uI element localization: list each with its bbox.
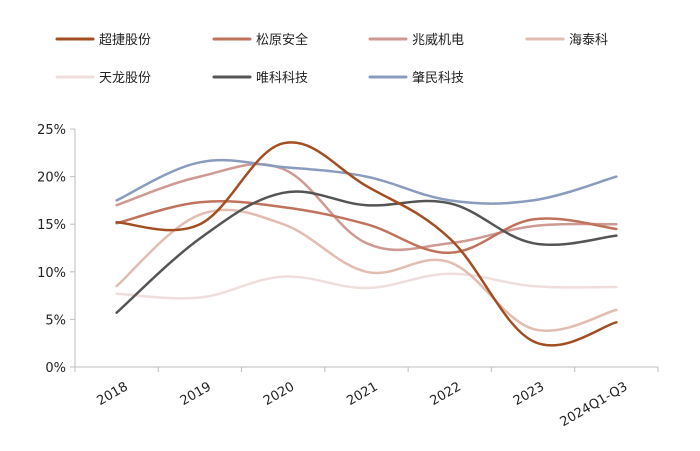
y-tick-label: 10%	[37, 266, 66, 281]
x-tick-label: 2018	[94, 379, 130, 409]
legend-item: 松原安全	[212, 32, 308, 48]
plot-area	[115, 141, 618, 347]
y-tick-label: 15%	[37, 218, 66, 233]
x-tick-label: 2019	[178, 379, 214, 409]
series-line	[115, 200, 618, 255]
legend-label: 超捷股份	[99, 33, 151, 48]
series-line	[115, 190, 618, 314]
x-tick-label: 2022	[428, 379, 464, 409]
legend-item: 肇民科技	[368, 71, 464, 86]
x-tick-label: 2023	[511, 379, 547, 409]
series-line	[115, 162, 618, 252]
series-line	[115, 208, 618, 332]
series-line	[115, 272, 618, 300]
legend-item: 唯科科技	[212, 71, 308, 86]
x-tick-label: 2020	[261, 379, 297, 409]
legend-item: 天龙股份	[55, 71, 151, 86]
y-tick-label: 0%	[45, 361, 66, 376]
y-axis: 0% 5% 10% 15% 20% 25%	[37, 123, 76, 376]
x-axis: 2018 2019 2020 2021 2022 2023 2024Q1-Q3	[74, 366, 659, 430]
legend-label: 松原安全	[256, 32, 308, 48]
series-line	[115, 158, 618, 205]
legend-item: 兆威机电	[368, 33, 464, 48]
y-tick-label: 5%	[45, 313, 66, 328]
legend-label: 天龙股份	[99, 71, 151, 86]
y-tick-label: 20%	[37, 171, 66, 186]
legend-label: 兆威机电	[412, 33, 464, 48]
legend-item: 超捷股份	[55, 33, 151, 48]
legend-item: 海泰科	[525, 33, 608, 48]
legend-label: 唯科科技	[256, 71, 308, 86]
legend-label: 肇民科技	[412, 71, 464, 86]
y-tick-label: 25%	[37, 123, 66, 138]
x-tick-label: 2021	[344, 379, 380, 409]
legend-label: 海泰科	[569, 33, 608, 48]
series-line	[115, 141, 618, 347]
x-tick-label: 2024Q1-Q3	[558, 379, 631, 430]
